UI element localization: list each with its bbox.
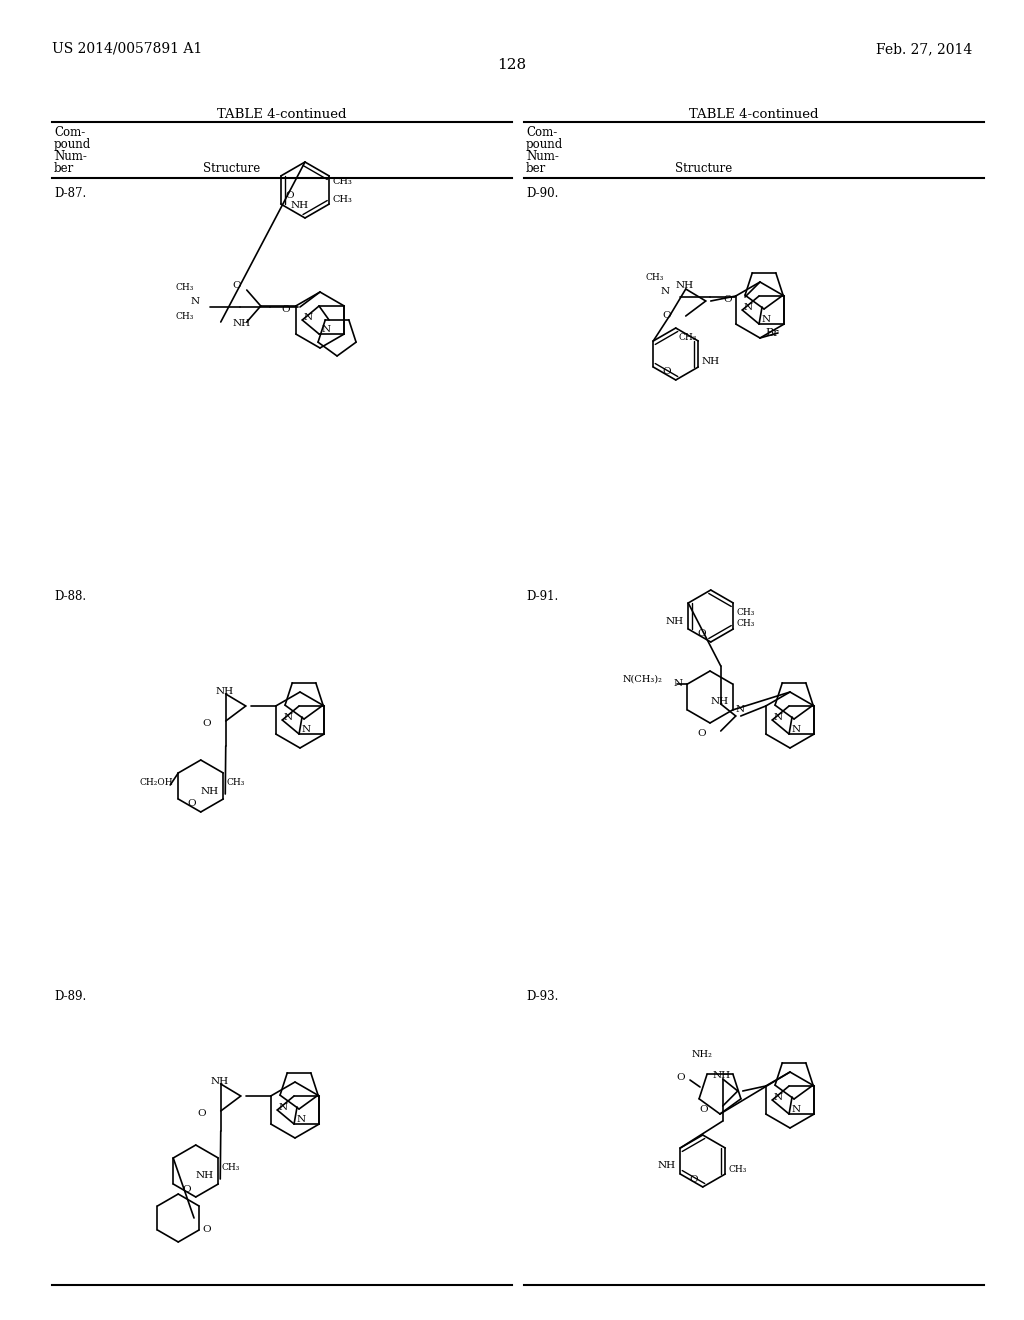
- Text: CH₃: CH₃: [332, 177, 352, 186]
- Text: Com-: Com-: [54, 125, 85, 139]
- Text: NH: NH: [291, 201, 309, 210]
- Text: O: O: [282, 305, 290, 314]
- Text: Br: Br: [765, 327, 778, 338]
- Text: NH: NH: [200, 787, 218, 796]
- Text: O: O: [202, 719, 211, 729]
- Text: O: O: [202, 1225, 211, 1234]
- Text: NH: NH: [676, 281, 694, 290]
- Text: N: N: [792, 725, 800, 734]
- Text: D-90.: D-90.: [526, 187, 558, 201]
- Text: pound: pound: [54, 139, 91, 150]
- Text: CH₃: CH₃: [679, 333, 697, 342]
- Text: N: N: [773, 714, 782, 722]
- Text: N: N: [322, 325, 330, 334]
- Text: TABLE 4-continued: TABLE 4-continued: [689, 108, 819, 121]
- Text: D-89.: D-89.: [54, 990, 86, 1003]
- Text: NH: NH: [232, 319, 251, 329]
- Text: NH: NH: [211, 1077, 229, 1085]
- Text: NH: NH: [657, 1162, 675, 1171]
- Text: CH₃: CH₃: [176, 282, 195, 292]
- Text: O: O: [187, 800, 196, 808]
- Text: NH: NH: [196, 1172, 213, 1180]
- Text: NH: NH: [216, 686, 233, 696]
- Text: N: N: [761, 314, 770, 323]
- Text: D-93.: D-93.: [526, 990, 558, 1003]
- Text: N: N: [301, 725, 310, 734]
- Text: O: O: [232, 281, 242, 290]
- Text: Num-: Num-: [526, 150, 559, 162]
- Text: CH₃: CH₃: [226, 777, 245, 787]
- Text: pound: pound: [526, 139, 563, 150]
- Text: O: O: [697, 630, 706, 639]
- Text: ber: ber: [54, 162, 75, 176]
- Text: N: N: [296, 1114, 305, 1123]
- Text: Feb. 27, 2014: Feb. 27, 2014: [876, 42, 972, 55]
- Text: CH₃: CH₃: [736, 609, 755, 616]
- Text: N: N: [660, 288, 670, 297]
- Text: O: O: [286, 191, 294, 201]
- Text: TABLE 4-continued: TABLE 4-continued: [217, 108, 347, 121]
- Text: NH: NH: [713, 1072, 731, 1081]
- Text: O: O: [689, 1175, 697, 1184]
- Text: N: N: [674, 680, 682, 689]
- Text: CH₃: CH₃: [176, 312, 195, 321]
- Text: N(CH₃)₂: N(CH₃)₂: [623, 675, 663, 684]
- Text: O: O: [182, 1184, 190, 1193]
- Text: NH: NH: [701, 358, 720, 367]
- Text: O: O: [198, 1110, 206, 1118]
- Text: Structure: Structure: [676, 162, 732, 176]
- Text: NH: NH: [666, 616, 683, 626]
- Text: CH₃: CH₃: [728, 1164, 746, 1173]
- Text: US 2014/0057891 A1: US 2014/0057891 A1: [52, 42, 203, 55]
- Text: ber: ber: [526, 162, 546, 176]
- Text: O: O: [677, 1072, 685, 1081]
- Text: D-88.: D-88.: [54, 590, 86, 603]
- Text: CH₃: CH₃: [221, 1163, 240, 1172]
- Text: O: O: [697, 730, 706, 738]
- Text: N: N: [792, 1105, 800, 1114]
- Text: D-91.: D-91.: [526, 590, 558, 603]
- Text: N: N: [284, 714, 293, 722]
- Text: N: N: [735, 705, 744, 714]
- Text: Num-: Num-: [54, 150, 87, 162]
- Text: N: N: [743, 304, 753, 313]
- Text: O: O: [663, 312, 671, 321]
- Text: NH: NH: [711, 697, 729, 705]
- Text: NH₂: NH₂: [691, 1051, 713, 1059]
- Text: Com-: Com-: [526, 125, 557, 139]
- Text: N: N: [279, 1104, 288, 1113]
- Text: CH₃: CH₃: [332, 194, 352, 203]
- Text: CH₃: CH₃: [736, 619, 755, 628]
- Text: N: N: [303, 314, 312, 322]
- Text: N: N: [773, 1093, 782, 1102]
- Text: D-87.: D-87.: [54, 187, 86, 201]
- Text: Structure: Structure: [204, 162, 261, 176]
- Text: O: O: [723, 296, 732, 305]
- Text: 128: 128: [498, 58, 526, 73]
- Text: O: O: [699, 1105, 708, 1114]
- Text: CH₂OH: CH₂OH: [139, 777, 173, 787]
- Text: N: N: [190, 297, 200, 306]
- Text: CH₃: CH₃: [646, 273, 665, 282]
- Text: O: O: [663, 367, 671, 376]
